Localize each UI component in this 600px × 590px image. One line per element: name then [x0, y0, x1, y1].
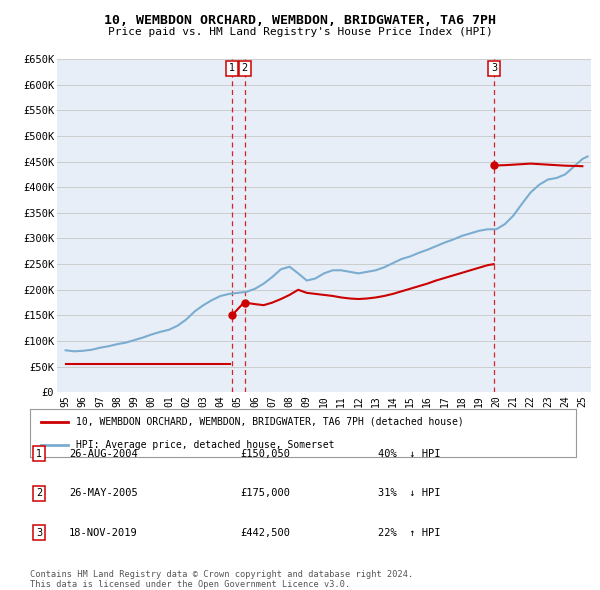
Text: Contains HM Land Registry data © Crown copyright and database right 2024.
This d: Contains HM Land Registry data © Crown c… [30, 570, 413, 589]
Text: 2: 2 [36, 489, 42, 498]
Text: 3: 3 [36, 528, 42, 537]
Text: £175,000: £175,000 [240, 489, 290, 498]
Text: 31%  ↓ HPI: 31% ↓ HPI [378, 489, 440, 498]
Text: 3: 3 [491, 63, 497, 73]
Text: Price paid vs. HM Land Registry's House Price Index (HPI): Price paid vs. HM Land Registry's House … [107, 27, 493, 37]
Text: 10, WEMBDON ORCHARD, WEMBDON, BRIDGWATER, TA6 7PH: 10, WEMBDON ORCHARD, WEMBDON, BRIDGWATER… [104, 14, 496, 27]
Text: 1: 1 [229, 63, 235, 73]
Text: 10, WEMBDON ORCHARD, WEMBDON, BRIDGWATER, TA6 7PH (detached house): 10, WEMBDON ORCHARD, WEMBDON, BRIDGWATER… [76, 417, 464, 427]
Text: 1: 1 [36, 449, 42, 458]
Text: 18-NOV-2019: 18-NOV-2019 [69, 528, 138, 537]
Text: 26-MAY-2005: 26-MAY-2005 [69, 489, 138, 498]
Text: £442,500: £442,500 [240, 528, 290, 537]
Text: HPI: Average price, detached house, Somerset: HPI: Average price, detached house, Some… [76, 440, 335, 450]
Text: 40%  ↓ HPI: 40% ↓ HPI [378, 449, 440, 458]
Text: £150,050: £150,050 [240, 449, 290, 458]
Text: 2: 2 [242, 63, 248, 73]
Text: 26-AUG-2004: 26-AUG-2004 [69, 449, 138, 458]
Text: 22%  ↑ HPI: 22% ↑ HPI [378, 528, 440, 537]
